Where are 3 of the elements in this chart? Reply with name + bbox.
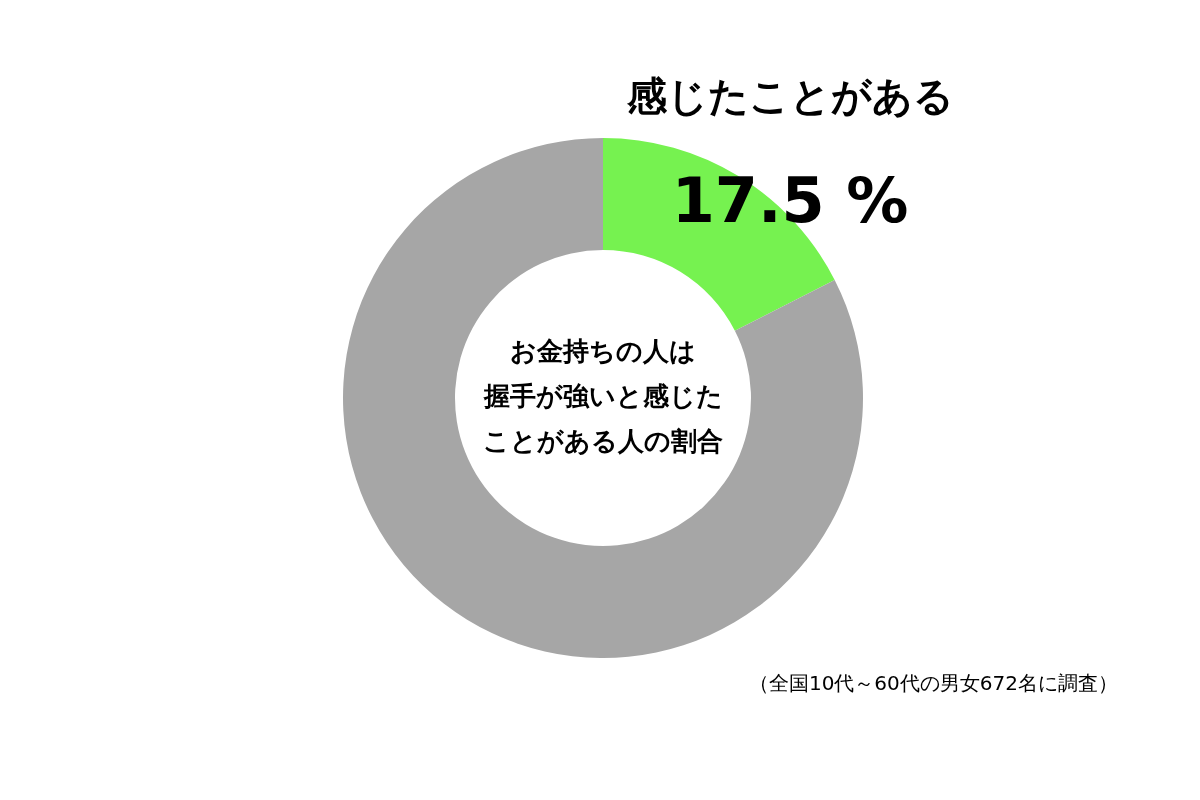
text: お金持ちの人は握手が強いと感じたことがある人の割合 xyxy=(482,336,723,456)
text: （全国10代～60代の男女672名に調査） xyxy=(748,671,1118,695)
slice-label: 感じたことがある xyxy=(625,73,954,119)
